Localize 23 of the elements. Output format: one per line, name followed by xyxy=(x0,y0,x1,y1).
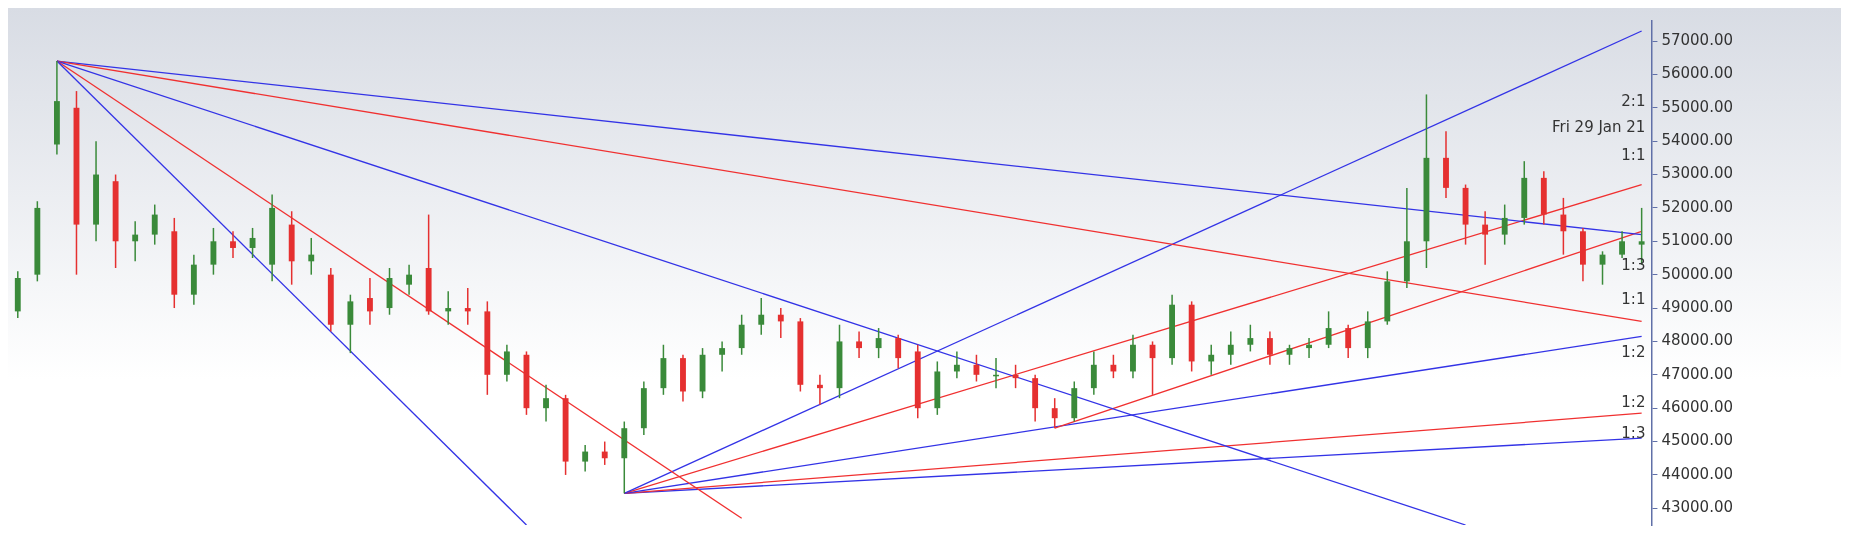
y-tick-label: 48000.00 xyxy=(1661,331,1734,350)
y-tick-label: 47000.00 xyxy=(1661,364,1734,383)
y-tick-label: 46000.00 xyxy=(1661,398,1734,417)
annotation: 2:1 xyxy=(1621,91,1646,110)
annotation: 1:1 xyxy=(1621,289,1646,308)
y-tick-label: 57000.00 xyxy=(1661,30,1734,49)
y-tick-label: 50000.00 xyxy=(1661,264,1734,283)
annotation: 1:2 xyxy=(1621,392,1646,411)
y-tick-label: 44000.00 xyxy=(1661,464,1734,483)
y-tick-label: 52000.00 xyxy=(1661,197,1734,216)
annotation: 1:3 xyxy=(1621,255,1646,274)
annotation: 1:1 xyxy=(1621,145,1646,164)
y-tick-label: 53000.00 xyxy=(1661,164,1734,183)
annotation: 1:2 xyxy=(1621,342,1646,361)
y-tick-label: 56000.00 xyxy=(1661,64,1734,83)
y-tick-label: 49000.00 xyxy=(1661,297,1734,316)
annotation: Fri 29 Jan 21 xyxy=(1551,117,1646,136)
y-tick-label: 55000.00 xyxy=(1661,97,1734,116)
y-tick-label: 43000.00 xyxy=(1661,498,1734,517)
y-tick-label: 45000.00 xyxy=(1661,431,1734,450)
y-tick-label: 51000.00 xyxy=(1661,231,1734,250)
y-tick-label: 54000.00 xyxy=(1661,131,1734,150)
annotation: 1:3 xyxy=(1621,423,1646,442)
